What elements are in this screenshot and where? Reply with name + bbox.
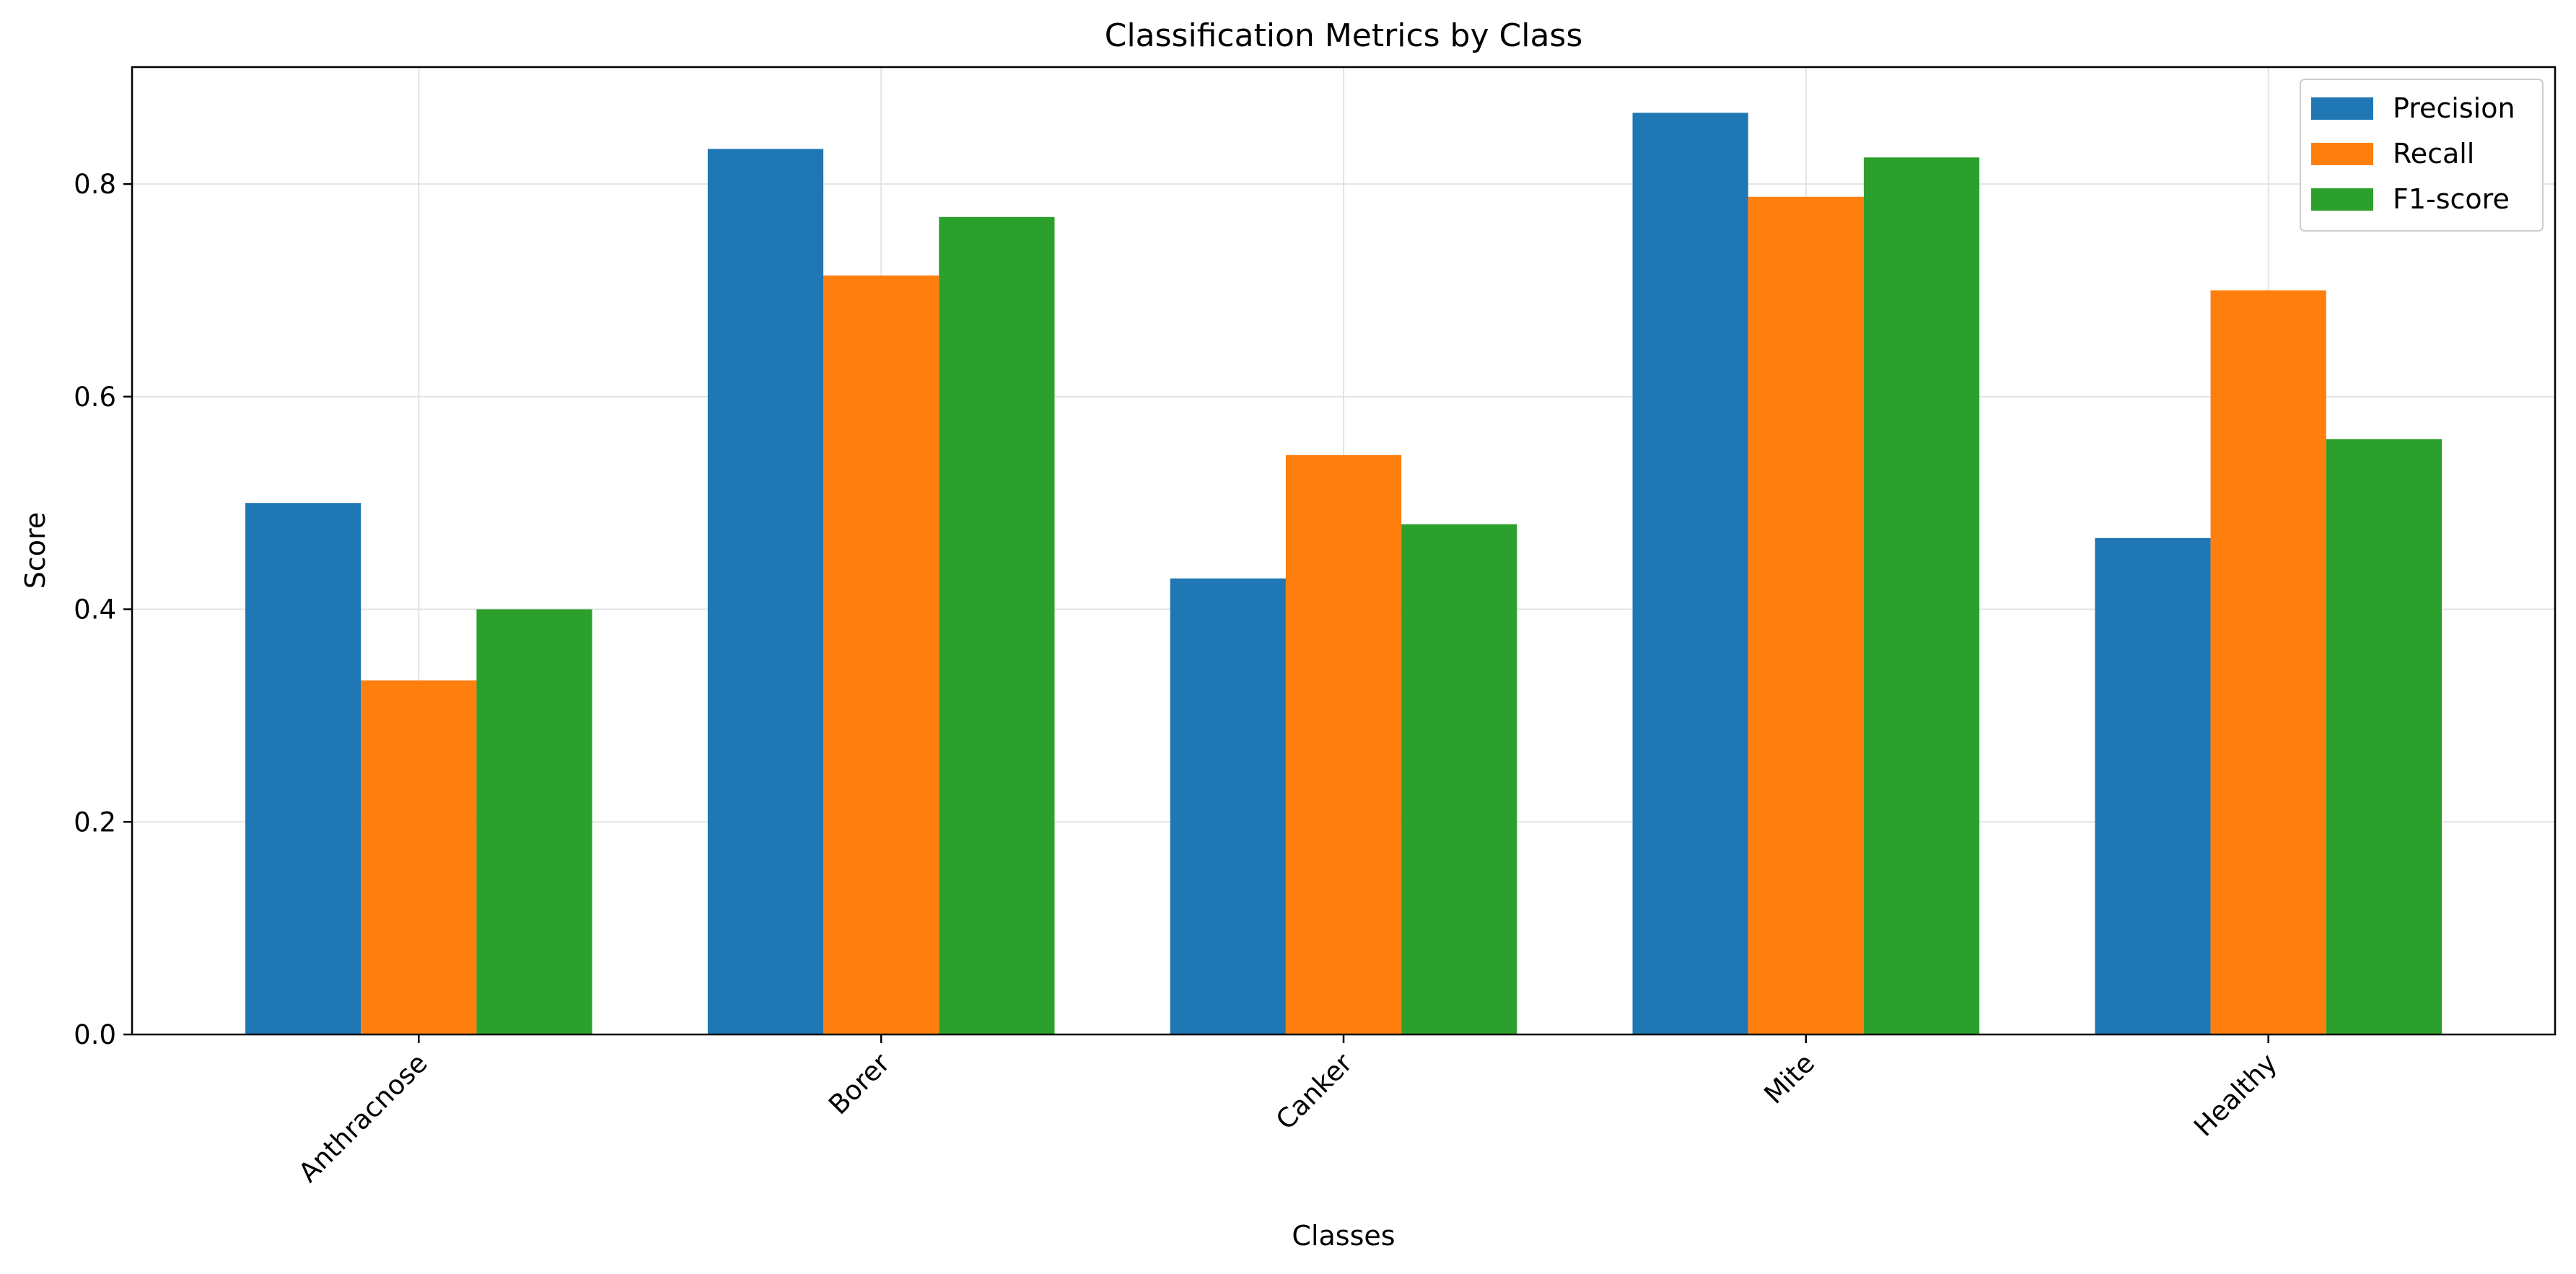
bar-f1-score-borer	[939, 216, 1055, 1035]
bar-recall-borer	[823, 275, 939, 1034]
y-tick-label: 0.2	[74, 807, 116, 838]
bar-precision-canker	[1170, 578, 1286, 1034]
y-tick-label: 0.8	[74, 169, 116, 200]
x-tick-label: Borer	[823, 1047, 896, 1120]
legend: Precision Recall F1-score	[2300, 79, 2544, 232]
legend-label: Precision	[2393, 92, 2515, 124]
x-tick-label: Mite	[1758, 1047, 1821, 1110]
y-tick-label: 0.6	[74, 382, 116, 413]
bar-precision-mite	[1632, 113, 1748, 1034]
bar-precision-anthracnose	[245, 503, 362, 1034]
bar-f1-score-mite	[1863, 157, 1980, 1034]
x-axis-label: Classes	[1292, 1220, 1395, 1252]
bar-recall-anthracnose	[361, 680, 477, 1034]
bar-precision-borer	[707, 149, 824, 1034]
y-tick-label: 0.4	[74, 594, 116, 625]
bar-precision-healthy	[2095, 537, 2211, 1034]
bar-f1-score-healthy	[2326, 439, 2442, 1034]
chart-title: Classification Metrics by Class	[1105, 17, 1583, 54]
bar-recall-healthy	[2210, 290, 2326, 1034]
x-tick-label: Canker	[1270, 1047, 1359, 1135]
y-axis-label: Score	[19, 512, 51, 589]
bar-f1-score-canker	[1401, 524, 1517, 1034]
y-tick-label: 0.0	[74, 1019, 116, 1050]
legend-swatch	[2311, 143, 2373, 165]
bar-recall-canker	[1285, 454, 1402, 1034]
legend-swatch	[2311, 97, 2373, 120]
bar-f1-score-anthracnose	[476, 609, 592, 1034]
legend-label: F1-score	[2393, 183, 2510, 215]
x-tick-label: Healthy	[2188, 1047, 2283, 1143]
bars	[245, 113, 2442, 1035]
y-axis-ticks: 0.0 0.2 0.4 0.6 0.8	[74, 169, 132, 1050]
x-tick-label: Anthracnose	[292, 1047, 433, 1188]
legend-label: Recall	[2393, 138, 2474, 170]
legend-swatch	[2311, 188, 2373, 211]
bar-recall-mite	[1748, 196, 1864, 1034]
x-axis-ticks: Anthracnose Borer Canker Mite Healthy	[292, 1034, 2283, 1188]
